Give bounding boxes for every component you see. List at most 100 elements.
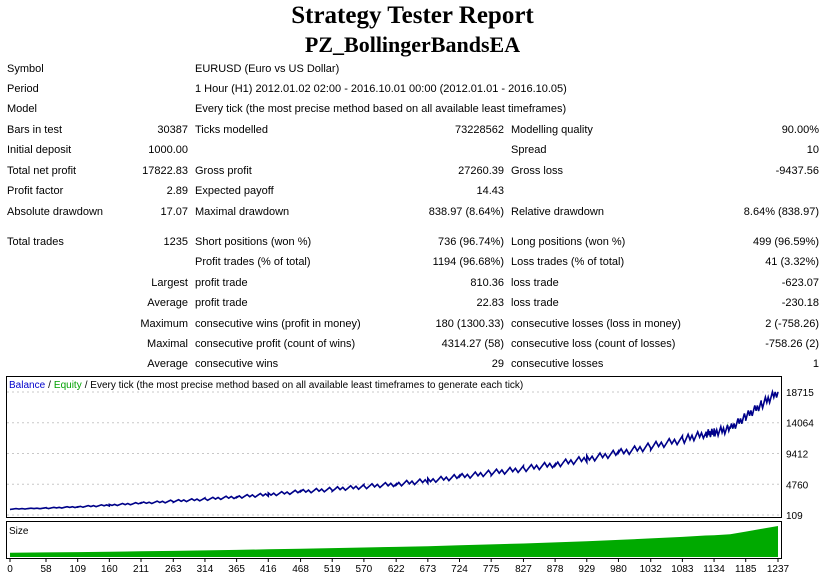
size-series-area: [10, 526, 778, 557]
x-tick-label: 570: [356, 564, 373, 574]
equity-legend: Equity: [54, 380, 82, 391]
maximal-profit-label: consecutive profit (count of wins): [195, 338, 356, 350]
maximal-loss-label: consecutive loss (count of losses): [511, 338, 676, 350]
deposit-label: Initial deposit: [7, 144, 72, 156]
x-tick-label: 109: [69, 564, 86, 574]
x-tick-label: 0: [7, 564, 13, 574]
max-losses-label: consecutive losses (loss in money): [511, 318, 681, 330]
gross-loss-value: -9437.56: [775, 165, 819, 177]
total-trades-label: Total trades: [7, 236, 64, 248]
bars-value: 30387: [157, 124, 188, 136]
loss-trades-value: 41 (3.32%): [765, 256, 819, 268]
profit-factor-label: Profit factor: [7, 185, 64, 197]
maximal-drawdown-value: 838.97 (8.64%): [428, 206, 504, 218]
average-label: Average: [147, 297, 188, 309]
average-loss-label: loss trade: [511, 297, 559, 309]
report-title: Strategy Tester Report: [291, 2, 534, 29]
avg-wins-value: 29: [491, 358, 504, 370]
max-losses-value: 2 (-758.26): [765, 318, 819, 330]
spread-label: Spread: [511, 144, 547, 156]
x-tick-label: 416: [260, 564, 277, 574]
x-tick-label: 211: [133, 564, 149, 574]
max-wins-label: consecutive wins (profit in money): [195, 318, 361, 330]
x-tick-label: 314: [197, 564, 214, 574]
relative-drawdown-label: Relative drawdown: [511, 206, 604, 218]
x-tick-label: 1032: [640, 564, 663, 574]
legend-separator: /: [48, 380, 51, 391]
average-consecutive-label: Average: [147, 358, 188, 370]
largest-loss-label: loss trade: [511, 277, 559, 289]
long-positions-label: Long positions (won %): [511, 236, 626, 248]
model-label: Model: [7, 103, 37, 115]
x-tick-label: 468: [292, 564, 309, 574]
absolute-drawdown-value: 17.07: [160, 206, 188, 218]
maximal-drawdown-label: Maximal drawdown: [195, 206, 290, 218]
largest-profit-value: 810.36: [470, 277, 504, 289]
average-profit-value: 22.83: [476, 297, 504, 309]
relative-drawdown-value: 8.64% (838.97): [743, 206, 819, 218]
y-axis: 18715 14064 9412 4760 109: [786, 388, 814, 522]
largest-loss-value: -623.07: [781, 277, 819, 289]
report-subtitle: PZ_BollingerBandsEA: [304, 32, 521, 57]
maximal-loss-value: -758.26 (2): [765, 338, 819, 350]
chart-grid: [7, 391, 781, 516]
y-tick-label: 18715: [786, 388, 814, 399]
x-tick-label: 1134: [703, 564, 725, 574]
y-tick-label: 109: [786, 511, 803, 522]
loss-trades-label: Loss trades (% of total): [511, 256, 625, 268]
x-tick-label: 827: [515, 564, 532, 574]
ticks-label: Ticks modelled: [195, 124, 268, 136]
net-profit-value: 17822.83: [142, 165, 188, 177]
period-label: Period: [7, 83, 39, 95]
size-label: Size: [9, 526, 29, 537]
x-tick-label: 519: [324, 564, 341, 574]
x-tick-label: 775: [483, 564, 500, 574]
quality-value: 90.00%: [781, 124, 819, 136]
x-tick-label: 263: [165, 564, 182, 574]
profit-trades-label: Profit trades (% of total): [195, 256, 311, 268]
x-tick-label: 1083: [671, 564, 694, 574]
x-tick-label: 980: [610, 564, 627, 574]
x-tick-label: 929: [578, 564, 595, 574]
avg-wins-label: consecutive wins: [195, 358, 279, 370]
balance-series-line: [9, 388, 779, 511]
main-plot-frame: [6, 376, 782, 518]
ticks-value: 73228562: [455, 124, 504, 136]
avg-losses-value: 1: [812, 358, 819, 370]
x-tick-label: 58: [40, 564, 52, 574]
average-profit-label: profit trade: [195, 297, 248, 309]
x-tick-label: 1185: [735, 564, 757, 574]
x-tick-label: 365: [228, 564, 245, 574]
x-tick-label: 724: [451, 564, 468, 574]
absolute-drawdown-label: Absolute drawdown: [7, 206, 104, 218]
period-value: 1 Hour (H1) 2012.01.02 02:00 - 2016.10.0…: [195, 83, 567, 95]
x-tick-label: 160: [101, 564, 118, 574]
balance-chart: Balance / Equity / Every tick (the most pre…: [6, 376, 814, 574]
total-trades-value: 1235: [163, 236, 188, 248]
x-tick-label: 878: [547, 564, 564, 574]
y-tick-label: 14064: [786, 419, 814, 430]
avg-losses-label: consecutive losses: [511, 358, 604, 370]
average-loss-value: -230.18: [781, 297, 819, 309]
profit-trades-value: 1194 (96.68%): [432, 256, 504, 268]
largest-profit-label: profit trade: [195, 277, 248, 289]
chart-subtitle: / Every tick (the most precise method ba…: [85, 380, 524, 391]
maximal-profit-value: 4314.27 (58): [441, 338, 504, 350]
expected-payoff-value: 14.43: [476, 185, 504, 197]
x-tick-label: 673: [419, 564, 436, 574]
short-positions-label: Short positions (won %): [195, 236, 312, 248]
maximal-label: Maximal: [147, 338, 188, 350]
model-value: Every tick (the most precise method base…: [195, 103, 567, 115]
y-tick-label: 4760: [786, 480, 809, 491]
quality-label: Modelling quality: [511, 124, 593, 136]
spread-value: 10: [806, 144, 819, 156]
y-tick-label: 9412: [786, 450, 809, 461]
x-tick-label: 1237: [767, 564, 790, 574]
max-wins-value: 180 (1300.33): [435, 318, 505, 330]
bars-label: Bars in test: [7, 124, 63, 136]
gross-profit-value: 27260.39: [458, 165, 504, 177]
long-positions-value: 499 (96.59%): [752, 236, 819, 248]
profit-factor-value: 2.89: [166, 185, 188, 197]
gross-loss-label: Gross loss: [511, 165, 563, 177]
x-axis: 0 58 109 160 211 263 314 365 416 468 519 570 622 673 7…: [7, 559, 790, 574]
